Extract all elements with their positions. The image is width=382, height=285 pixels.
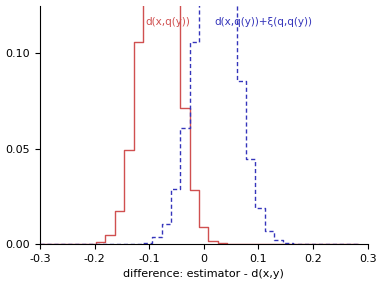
Text: d(x,q(y))+ξ(q,q(y)): d(x,q(y))+ξ(q,q(y)): [215, 17, 313, 27]
Text: d(x,q(y)): d(x,q(y)): [146, 17, 191, 27]
X-axis label: difference: estimator - d(x,y): difference: estimator - d(x,y): [123, 269, 284, 280]
